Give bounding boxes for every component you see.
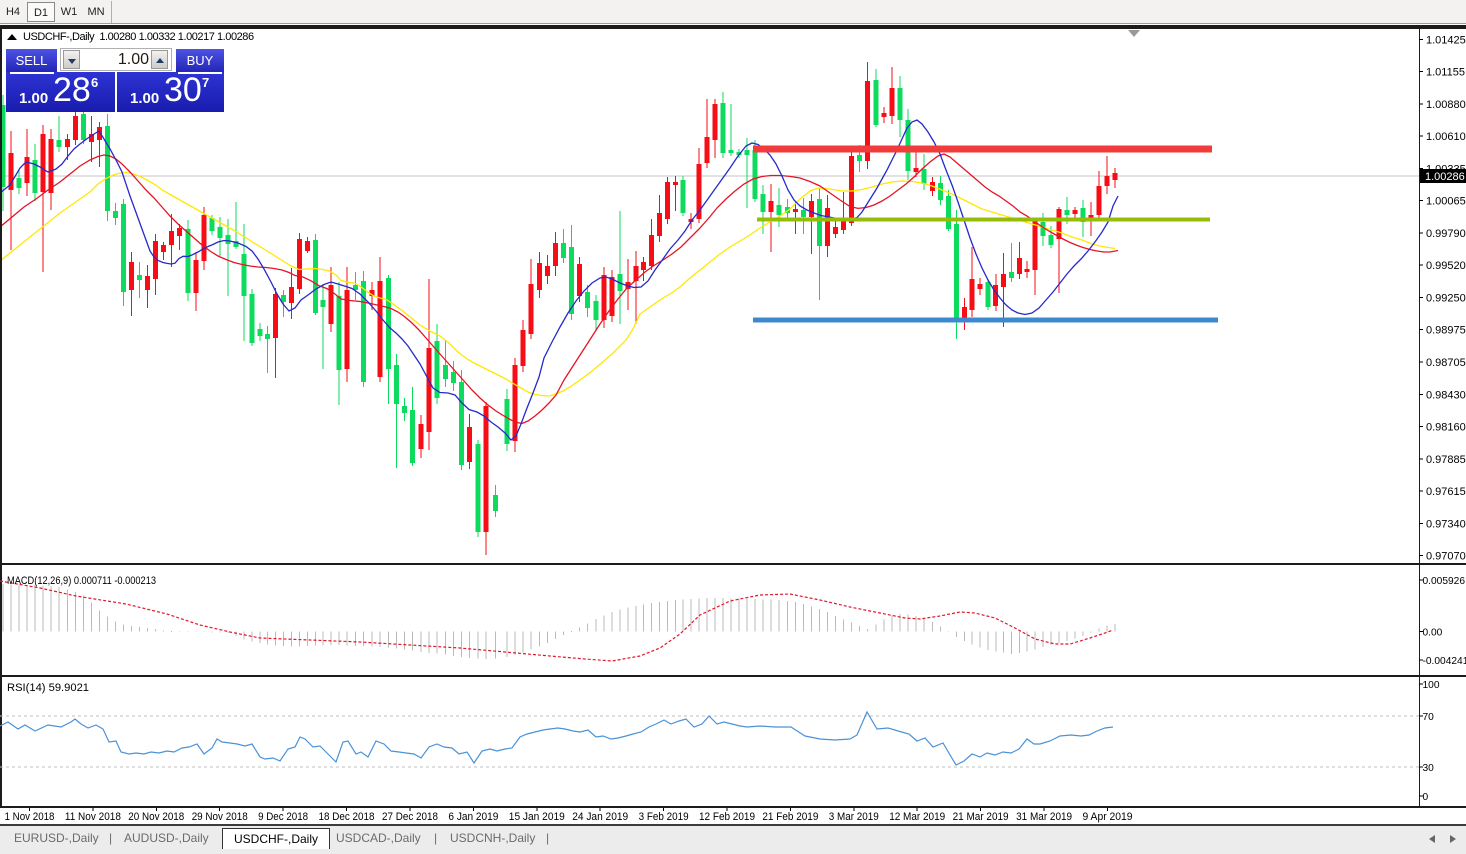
svg-text:0.97615: 0.97615	[1426, 486, 1466, 498]
svg-text:70: 70	[1423, 712, 1435, 723]
svg-text:1 Nov 2018: 1 Nov 2018	[5, 811, 55, 823]
svg-text:20 Nov 2018: 20 Nov 2018	[128, 811, 184, 823]
svg-text:21 Feb 2019: 21 Feb 2019	[762, 811, 818, 823]
svg-text:11 Nov 2018: 11 Nov 2018	[65, 811, 121, 823]
svg-text:0.99790: 0.99790	[1426, 228, 1466, 240]
svg-text:1.00880: 1.00880	[1426, 99, 1466, 111]
svg-text:1.00286: 1.00286	[1425, 171, 1465, 183]
svg-text:0.005926: 0.005926	[1423, 576, 1466, 587]
svg-text:0.98430: 0.98430	[1426, 389, 1466, 401]
svg-text:0.99520: 0.99520	[1426, 260, 1466, 272]
svg-text:29 Nov 2018: 29 Nov 2018	[192, 811, 248, 823]
svg-text:1.00610: 1.00610	[1426, 131, 1466, 143]
svg-text:15 Jan 2019: 15 Jan 2019	[509, 811, 565, 823]
svg-text:18 Dec 2018: 18 Dec 2018	[319, 811, 375, 823]
svg-text:0.98705: 0.98705	[1426, 357, 1466, 369]
svg-text:0.98160: 0.98160	[1426, 422, 1466, 434]
svg-text:0.99250: 0.99250	[1426, 293, 1466, 305]
svg-text:21 Mar 2019: 21 Mar 2019	[953, 811, 1009, 823]
svg-text:6 Jan 2019: 6 Jan 2019	[448, 811, 498, 823]
svg-text:100: 100	[1423, 680, 1440, 691]
svg-text:1.00065: 1.00065	[1426, 196, 1466, 208]
svg-text:MACD(12,26,9) 0.000711 -0.0002: MACD(12,26,9) 0.000711 -0.000213	[7, 575, 156, 587]
svg-text:-0.004241: -0.004241	[1423, 656, 1466, 667]
svg-text:0: 0	[1423, 792, 1429, 803]
svg-text:27 Dec 2018: 27 Dec 2018	[382, 811, 438, 823]
svg-text:RSI(14) 59.9021: RSI(14) 59.9021	[7, 682, 89, 694]
svg-text:9 Dec 2018: 9 Dec 2018	[258, 811, 308, 823]
svg-text:9 Apr 2019: 9 Apr 2019	[1083, 811, 1133, 823]
svg-text:0.97340: 0.97340	[1426, 518, 1466, 530]
svg-text:12 Feb 2019: 12 Feb 2019	[699, 811, 755, 823]
svg-text:0.98975: 0.98975	[1426, 325, 1466, 337]
svg-text:1.01155: 1.01155	[1426, 67, 1465, 79]
svg-text:31 Mar 2019: 31 Mar 2019	[1016, 811, 1072, 823]
svg-text:0.00: 0.00	[1423, 628, 1443, 639]
svg-text:12 Mar 2019: 12 Mar 2019	[889, 811, 945, 823]
svg-text:30: 30	[1423, 763, 1435, 774]
svg-text:24 Jan 2019: 24 Jan 2019	[572, 811, 628, 823]
svg-text:3 Mar 2019: 3 Mar 2019	[829, 811, 879, 823]
svg-text:3 Feb 2019: 3 Feb 2019	[639, 811, 689, 823]
svg-text:0.97885: 0.97885	[1426, 454, 1466, 466]
svg-text:1.01425: 1.01425	[1426, 34, 1466, 46]
svg-text:0.97070: 0.97070	[1426, 551, 1466, 563]
